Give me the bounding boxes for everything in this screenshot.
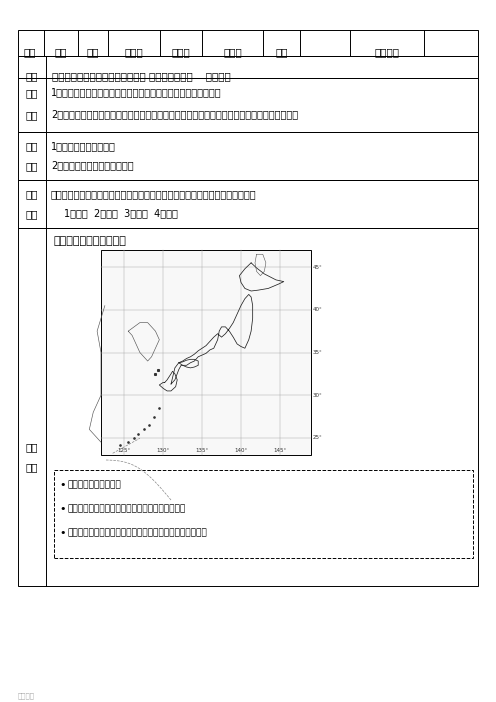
Text: 140°: 140° — [235, 448, 248, 453]
Text: 备课图文: 备课图文 — [18, 692, 35, 698]
Text: 在图中相应位置标注北海道岛、四国岛、本州岛和九州岛。: 在图中相应位置标注北海道岛、四国岛、本州岛和九州岛。 — [67, 528, 207, 537]
Text: 130°: 130° — [157, 448, 170, 453]
Text: 在图中描出北回归线。: 在图中描出北回归线。 — [67, 480, 121, 489]
Text: 问题: 问题 — [26, 189, 38, 199]
Bar — [101, 250, 311, 455]
Text: 主备人: 主备人 — [172, 48, 190, 58]
Text: 1、汽车  2、火车  3、飞机  4、轮船: 1、汽车 2、火车 3、飞机 4、轮船 — [64, 208, 178, 218]
Text: 第七章《我们临近的地区和国家》 第一节《日本》    第１课时: 第七章《我们临近的地区和国家》 第一节《日本》 第１课时 — [52, 71, 231, 81]
Text: •: • — [59, 528, 65, 538]
Bar — [18, 30, 478, 56]
Bar — [18, 132, 478, 180]
Text: 导学: 导学 — [26, 209, 38, 219]
Text: 125°: 125° — [118, 448, 131, 453]
Bar — [18, 56, 478, 78]
Text: 使用时间: 使用时间 — [374, 48, 399, 58]
Text: •: • — [59, 504, 65, 514]
Text: 编号: 编号 — [275, 48, 288, 58]
Text: 2、日本多火山和地震的原因；: 2、日本多火山和地震的原因； — [51, 160, 133, 170]
Text: 40°: 40° — [313, 307, 323, 312]
Text: 研学: 研学 — [26, 462, 38, 472]
Text: •: • — [59, 480, 65, 490]
Text: 地理: 地理 — [55, 48, 67, 58]
Text: 学习: 学习 — [26, 88, 38, 98]
Text: 课题: 课题 — [26, 71, 38, 81]
Text: 一、多火山、地震的岛国: 一、多火山、地震的岛国 — [54, 236, 127, 246]
Text: 1、日本自然地理特征；: 1、日本自然地理特征； — [51, 141, 116, 151]
Text: 35°: 35° — [313, 350, 323, 355]
Text: 下面几种运输方式都能到日本吗？为什么？（让学生去知道日本是一个岛国。）: 下面几种运输方式都能到日本吗？为什么？（让学生去知道日本是一个岛国。） — [51, 189, 256, 199]
Text: 145°: 145° — [273, 448, 287, 453]
Text: 30°: 30° — [313, 392, 323, 398]
Bar — [18, 228, 478, 586]
Bar — [54, 470, 473, 558]
Text: 窦锦俊: 窦锦俊 — [223, 48, 242, 58]
Text: 学科: 学科 — [23, 48, 36, 58]
Text: 难点: 难点 — [26, 161, 38, 171]
Text: 七年级: 七年级 — [124, 48, 143, 58]
Text: 探究: 探究 — [26, 442, 38, 452]
Text: 1、能够运用地图，指出日本的地理位置、领土组成和主要城市。: 1、能够运用地图，指出日本的地理位置、领土组成和主要城市。 — [51, 87, 222, 97]
Text: 目标: 目标 — [26, 110, 38, 120]
Bar — [18, 78, 478, 132]
Text: 45°: 45° — [313, 265, 323, 270]
Text: 在图中相应位置标注太平洋、日本海、濑户内海。: 在图中相应位置标注太平洋、日本海、濑户内海。 — [67, 504, 185, 513]
Text: 2、能够运用地图和资料，描述日本自然环境的基本特点，并能分析日本多火山、地震的原因。: 2、能够运用地图和资料，描述日本自然环境的基本特点，并能分析日本多火山、地震的原… — [51, 109, 298, 119]
Text: 25°: 25° — [313, 435, 323, 440]
Text: 135°: 135° — [195, 448, 209, 453]
Bar — [18, 180, 478, 228]
Text: 重点: 重点 — [26, 141, 38, 151]
Text: 年级: 年级 — [87, 48, 99, 58]
